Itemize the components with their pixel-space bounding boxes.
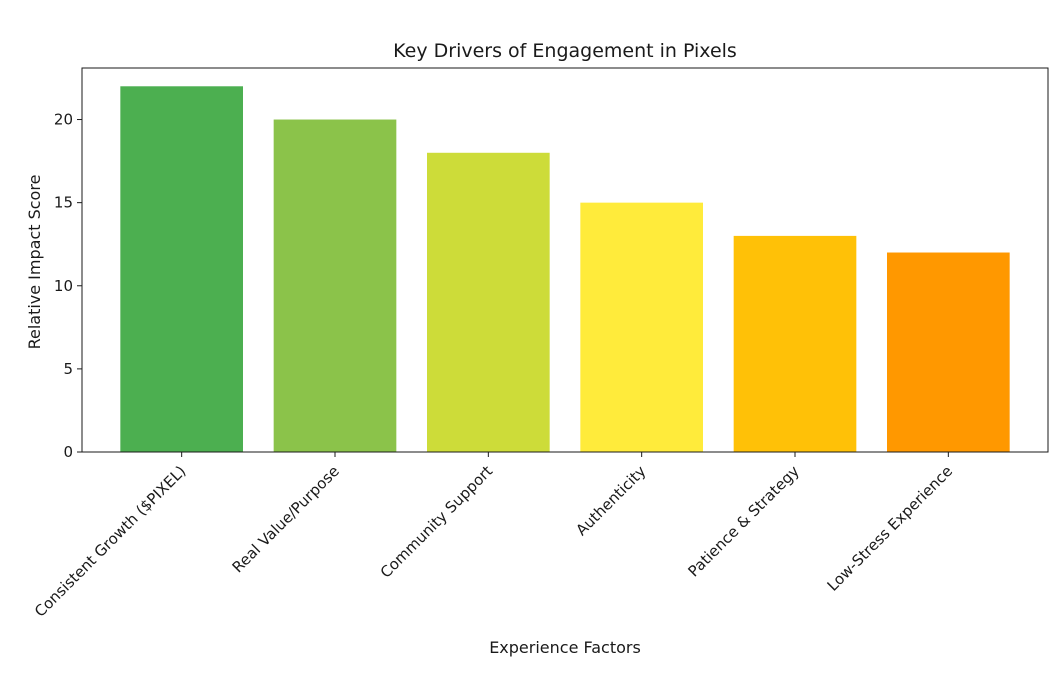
bar-1 — [120, 86, 243, 453]
x-axis-label: Experience Factors — [489, 638, 641, 657]
y-tick-label: 10 — [54, 277, 73, 295]
bar-6 — [887, 252, 1010, 452]
x-tick-label: Real Value/Purpose — [229, 462, 343, 576]
x-tick-label: Authenticity — [572, 462, 649, 539]
plot-frame — [81, 67, 1049, 453]
bar-3 — [427, 152, 550, 452]
y-tick-label: 0 — [63, 443, 73, 461]
chart-title: Key Drivers of Engagement in Pixels — [393, 40, 737, 62]
y-tick-label: 5 — [63, 360, 73, 378]
bar-4 — [580, 202, 703, 452]
x-tick-label: Patience & Strategy — [685, 462, 803, 580]
x-tick-label: Low-Stress Experience — [824, 462, 957, 595]
x-tick-label: Community Support — [377, 462, 496, 581]
x-tick-label: Consistent Growth ($PIXEL) — [31, 462, 189, 620]
x-axis: Consistent Growth ($PIXEL) Real Value/Pur… — [31, 452, 956, 621]
bars-group — [120, 86, 1010, 453]
y-tick-label: 20 — [54, 111, 73, 129]
bar-2 — [273, 119, 397, 452]
y-axis: 0 5 10 15 20 — [54, 111, 82, 461]
bar-5 — [733, 235, 857, 452]
y-axis-label: Relative Impact Score — [25, 175, 44, 350]
y-tick-label: 15 — [54, 194, 73, 212]
